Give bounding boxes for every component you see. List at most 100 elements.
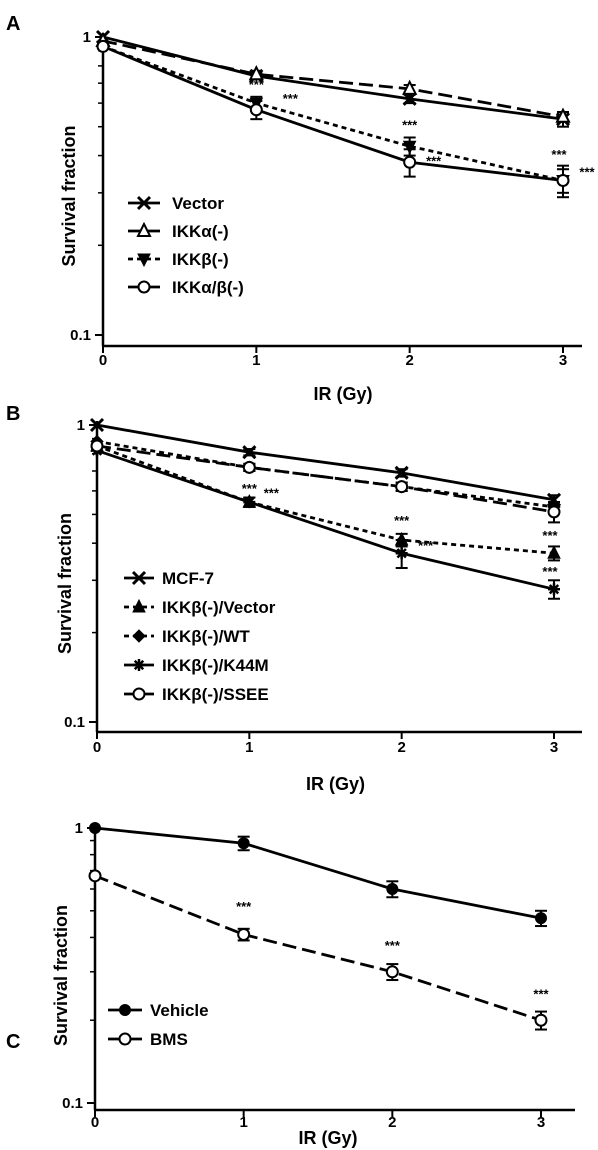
x-tick-label: 1 — [245, 739, 253, 756]
panel-letter: A — [6, 13, 20, 35]
data-point — [90, 439, 104, 453]
data-point — [242, 460, 256, 474]
legend-item: IKKα(-) — [128, 221, 229, 241]
panel-c: C 0.1 1 0 1 2 3 IR (Gy) Survival fraction *** *** *… — [6, 820, 575, 1148]
legend-marker — [132, 687, 146, 701]
significance-label: *** — [551, 147, 567, 162]
legend-label: IKKα/β(-) — [172, 278, 244, 297]
series-line — [94, 874, 542, 1022]
data-point — [385, 965, 399, 979]
x-axis-title: IR (Gy) — [298, 1128, 357, 1148]
series-2 — [90, 434, 561, 514]
series-1 — [95, 31, 571, 123]
data-point — [395, 480, 409, 494]
data-point — [96, 39, 110, 53]
series-0 — [95, 29, 571, 128]
series-0 — [89, 417, 562, 507]
x-tick-label: 2 — [397, 739, 405, 756]
data-point — [237, 837, 250, 850]
series-line — [102, 45, 564, 182]
data-point — [395, 547, 408, 560]
legend-item: IKKβ(-)/Vector — [124, 598, 276, 617]
data-point — [556, 173, 570, 187]
x-tick-label: 2 — [405, 352, 413, 369]
panel-letter: B — [6, 403, 20, 425]
legend-marker — [137, 280, 151, 294]
legend-label: IKKβ(-)/K44M — [162, 656, 269, 675]
data-point — [402, 140, 417, 155]
x-axis-title: IR (Gy) — [306, 774, 365, 794]
significance-label: *** — [283, 91, 299, 106]
data-point — [402, 79, 418, 95]
significance-label: *** — [385, 938, 401, 953]
y-axis-title: Survival fraction — [51, 905, 71, 1046]
series-line — [94, 826, 542, 920]
x-tick-label: 1 — [252, 352, 260, 369]
data-point — [248, 64, 264, 81]
legend-label: Vector — [172, 194, 224, 213]
data-point — [403, 155, 417, 169]
panel-letter: C — [6, 1031, 20, 1053]
significance-label: *** — [249, 77, 265, 92]
data-point — [237, 927, 251, 941]
significance-label: *** — [542, 564, 558, 579]
x-axis-title: IR (Gy) — [313, 384, 372, 404]
legend-label: IKKβ(-)/Vector — [162, 598, 276, 617]
legend-item: Vehicle — [108, 1001, 209, 1020]
significance-label: *** — [264, 486, 280, 501]
data-point — [242, 445, 257, 460]
significance-label: *** — [418, 538, 434, 553]
series-line — [96, 423, 555, 502]
legend-item: IKKα/β(-) — [128, 278, 244, 297]
series-2 — [96, 40, 570, 194]
data-point — [89, 822, 101, 834]
significance-label: *** — [394, 513, 410, 528]
legend-item: Vector — [128, 194, 224, 213]
legend-label: BMS — [150, 1030, 188, 1049]
data-point — [548, 583, 560, 596]
series-line — [96, 444, 555, 555]
y-tick-label: 1 — [75, 820, 83, 837]
data-point — [88, 869, 102, 883]
series-3 — [96, 39, 570, 199]
legend-label: IKKβ(-)/SSEE — [162, 685, 269, 704]
legend-marker — [119, 1004, 131, 1016]
legend-marker — [137, 253, 151, 268]
legend-marker — [136, 221, 152, 237]
legend-marker — [136, 195, 152, 211]
significance-label: *** — [533, 986, 549, 1001]
y-tick-label: 0.1 — [64, 714, 85, 731]
x-tick-label: 2 — [388, 1114, 396, 1131]
legend-marker — [131, 570, 147, 586]
legend-label: IKKβ(-)/WT — [162, 627, 250, 646]
legend-item: IKKβ(-)/SSEE — [124, 685, 269, 704]
legend-item: IKKβ(-)/WT — [124, 627, 250, 646]
data-point — [402, 91, 417, 106]
x-tick-label: 3 — [537, 1114, 545, 1131]
series-line — [96, 444, 555, 514]
significance-label: *** — [426, 154, 442, 169]
series-line — [96, 449, 555, 591]
x-tick-label: 0 — [99, 352, 107, 369]
legend-label: IKKα(-) — [172, 222, 229, 241]
series-1 — [88, 869, 548, 1031]
legend-label: IKKβ(-) — [172, 250, 229, 269]
x-tick-label: 3 — [550, 739, 558, 756]
series-line — [102, 39, 564, 119]
series-4 — [90, 439, 561, 524]
data-point — [243, 496, 256, 509]
legend-marker — [132, 598, 146, 613]
significance-label: *** — [542, 528, 558, 543]
legend: Vehicle BMS — [108, 1001, 209, 1049]
x-tick-label: 3 — [559, 352, 567, 369]
panel-a: A 0.1 1 0 1 2 3 IR (Gy) Survival fraction *** *** *… — [6, 13, 596, 404]
legend-item: IKKβ(-) — [128, 250, 229, 269]
legend-marker — [132, 629, 146, 643]
series-0 — [89, 822, 547, 928]
y-tick-label: 0.1 — [62, 1095, 83, 1112]
legend-label: MCF-7 — [162, 569, 214, 588]
x-tick-label: 0 — [91, 1114, 99, 1131]
legend: MCF-7 IKKβ(-)/Vector IKKβ(-)/WT IKKβ(-)/K44… — [124, 569, 276, 704]
data-point — [386, 883, 399, 896]
legend-item: IKKβ(-)/K44M — [124, 656, 269, 675]
